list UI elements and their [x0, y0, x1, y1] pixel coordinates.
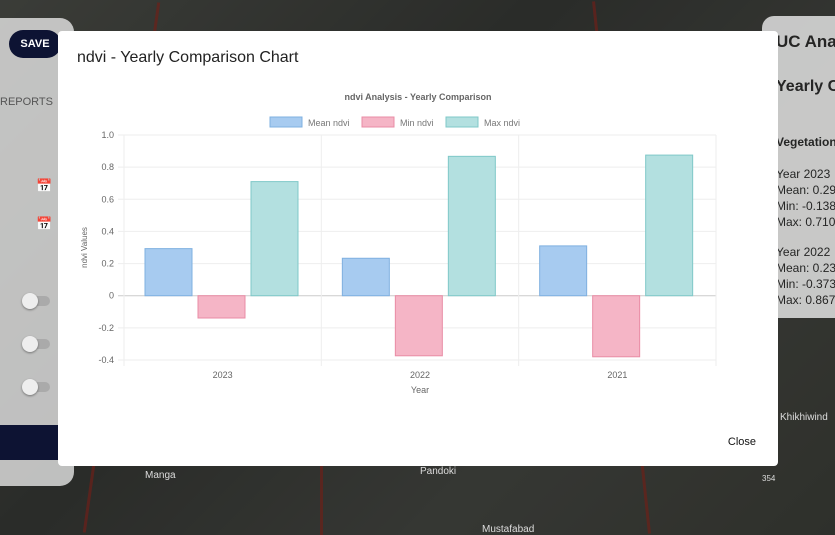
bar-max-ndvi — [447, 155, 496, 297]
left-panel-button[interactable] — [0, 425, 60, 460]
y-tick-label: 0 — [109, 291, 114, 301]
y-tick-label: 0.8 — [101, 162, 114, 172]
x-tick-label: 2023 — [213, 370, 233, 380]
stat-line: Max: 0.8672 — [776, 293, 835, 307]
map-label: 354 — [762, 474, 776, 483]
reports-tab[interactable]: REPORTS — [0, 96, 53, 108]
calendar-icon[interactable]: 📅 — [36, 178, 53, 193]
y-tick-label: -0.2 — [98, 323, 114, 333]
stat-line: Year 2023 — [776, 167, 831, 181]
y-tick-label: 0.6 — [101, 194, 114, 204]
x-tick-label: 2021 — [607, 370, 627, 380]
legend-swatch — [269, 116, 303, 128]
layer-toggle[interactable] — [22, 336, 50, 352]
bar-min-ndvi — [592, 295, 641, 358]
stat-line: Mean: 0.233 — [776, 261, 835, 275]
chart-modal: ndvi - Yearly Comparison Chart ndvi Anal… — [58, 31, 778, 466]
layer-toggle[interactable] — [22, 293, 50, 309]
y-tick-label: 1.0 — [101, 130, 114, 140]
bar-mean-ndvi — [144, 248, 193, 297]
save-button[interactable]: SAVE — [9, 30, 61, 58]
map-label: Manga — [145, 470, 176, 481]
y-tick-label: 0.2 — [101, 259, 114, 269]
panel-title: UC Anal — [776, 32, 835, 51]
legend-label: Min ndvi — [400, 118, 434, 128]
x-tick-label: 2022 — [410, 370, 430, 380]
legend-swatch — [361, 116, 395, 128]
modal-title: ndvi - Yearly Comparison Chart — [77, 49, 299, 66]
stat-line: Mean: 0.293 — [776, 183, 835, 197]
bar-chart: ndvi Analysis - Yearly Comparison Mean nd… — [80, 92, 717, 395]
bar-mean-ndvi — [341, 257, 390, 297]
stat-line: Year 2022 — [776, 245, 831, 259]
map-label: Khikhiwind — [780, 412, 828, 423]
x-axis-label: Year — [411, 385, 429, 395]
map-label: Pandoki — [420, 466, 457, 477]
panel-subtitle: Yearly C — [776, 78, 835, 95]
bar-min-ndvi — [197, 295, 246, 319]
calendar-icon[interactable]: 📅 — [36, 216, 53, 231]
close-button[interactable]: Close — [727, 436, 756, 448]
stat-line: Max: 0.7100 — [776, 215, 835, 229]
section-heading: Vegetation — [776, 135, 835, 149]
legend-swatch — [445, 116, 479, 128]
legend-label: Max ndvi — [484, 118, 520, 128]
stat-line: Min: -0.3738 — [776, 277, 835, 291]
legend-label: Mean ndvi — [308, 118, 350, 128]
bar-max-ndvi — [645, 154, 694, 297]
stat-line: Min: -0.1387 — [776, 199, 835, 213]
bar-mean-ndvi — [539, 245, 588, 297]
y-tick-label: -0.4 — [98, 355, 114, 365]
y-tick-label: 0.4 — [101, 226, 114, 236]
y-axis-label: ndvi Values — [80, 227, 89, 268]
map-label: Mustafabad — [482, 524, 535, 535]
bar-min-ndvi — [394, 295, 443, 357]
layer-toggle[interactable] — [22, 379, 50, 395]
chart-title: ndvi Analysis - Yearly Comparison — [344, 92, 491, 102]
bar-max-ndvi — [250, 181, 299, 297]
